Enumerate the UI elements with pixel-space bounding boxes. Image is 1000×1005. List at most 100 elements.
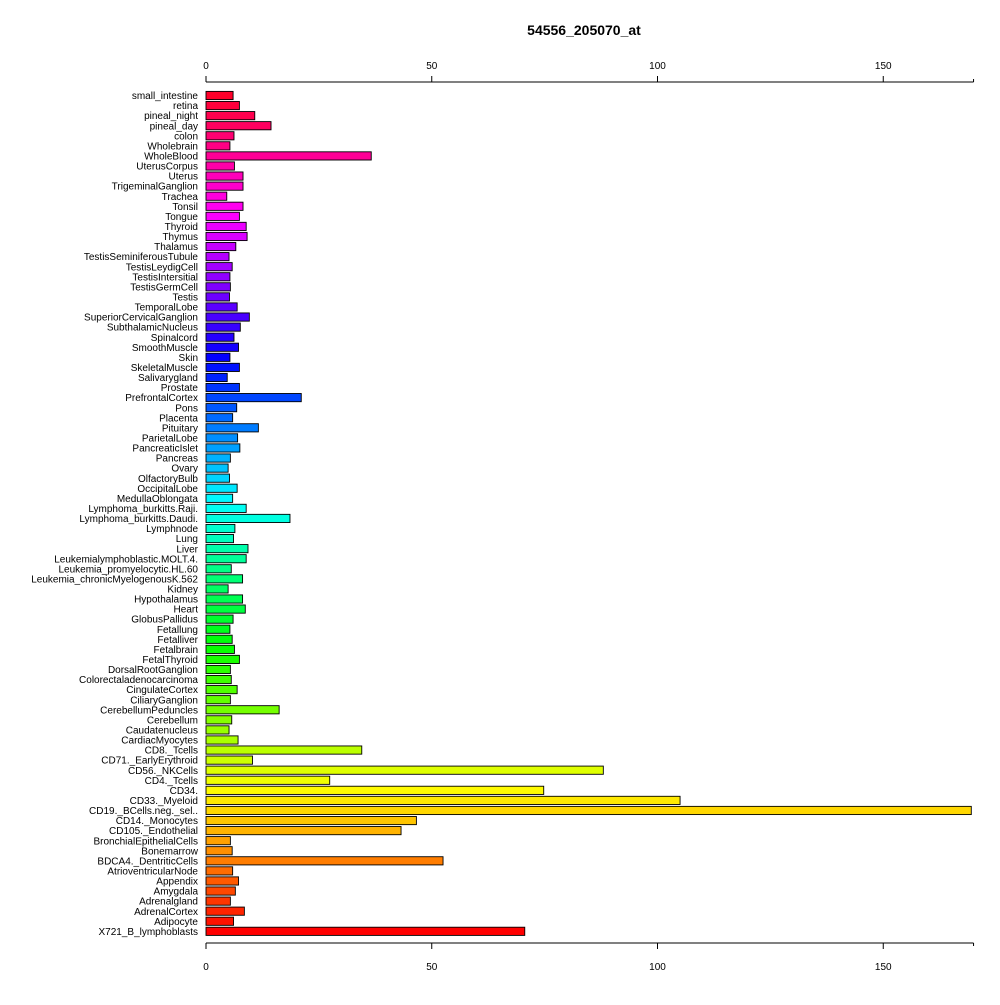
bar-Fetalbrain <box>205 644 235 654</box>
category-label-CiliaryGanglion: CiliaryGanglion <box>130 695 198 706</box>
bar-CD33._Myeloid <box>205 795 681 805</box>
category-label-OccipitalLobe: OccipitalLobe <box>137 484 198 495</box>
bar-TestisLeydigCell <box>205 262 233 272</box>
category-label-Tonsil: Tonsil <box>172 202 198 213</box>
bar-CardiacMyocytes <box>205 735 239 745</box>
bar-SkeletalMuscle <box>205 362 240 372</box>
category-label-TrigeminalGanglion: TrigeminalGanglion <box>112 182 198 193</box>
bar-Wholebrain <box>205 141 231 151</box>
bar-TestisIntersitial <box>205 272 231 282</box>
category-label-Adipocyte: Adipocyte <box>154 917 198 928</box>
category-label-Testis: Testis <box>172 293 198 304</box>
bar-MedullaOblongata <box>205 493 234 503</box>
category-label-Hypothalamus: Hypothalamus <box>134 595 198 606</box>
bar-CD56._NKCells <box>205 765 604 775</box>
bar-Pancreas <box>205 453 231 463</box>
bar-Tongue <box>205 211 240 221</box>
bar-CD71._EarlyErythroid <box>205 755 253 765</box>
category-label-Skin: Skin <box>179 353 198 364</box>
bar-WholeBlood <box>205 151 372 161</box>
category-label-TestisSeminiferousTubule: TestisSeminiferousTubule <box>84 252 199 263</box>
bars-group <box>205 90 972 936</box>
category-label-TestisGermCell: TestisGermCell <box>130 282 198 293</box>
bar-Bonemarrow <box>205 846 233 856</box>
bar-Leukemia_promyelocytic.HL.60 <box>205 564 232 574</box>
tick-label-bottom-150: 150 <box>875 962 892 973</box>
category-label-small_intestine: small_intestine <box>132 91 199 102</box>
category-label-Kidney: Kidney <box>167 585 198 596</box>
category-label-X721_B_lymphoblasts: X721_B_lymphoblasts <box>98 927 198 938</box>
category-label-Fetalliver: Fetalliver <box>157 635 198 646</box>
category-label-UterusCorpus: UterusCorpus <box>136 162 198 173</box>
bar-PancreaticIslet <box>205 443 241 453</box>
category-label-Cerebellum: Cerebellum <box>147 715 198 726</box>
category-label-MedullaOblongata: MedullaOblongata <box>117 494 199 505</box>
bar-Tonsil <box>205 201 244 211</box>
bar-Trachea <box>205 191 228 201</box>
bar-TestisSeminiferousTubule <box>205 252 230 262</box>
category-label-colon: colon <box>174 131 198 142</box>
bar-Spinalcord <box>205 332 235 342</box>
category-label-Salivarygland: Salivarygland <box>138 373 198 384</box>
category-label-Bonemarrow: Bonemarrow <box>141 846 198 857</box>
x-axis-bottom: 0 50 100 150 <box>203 942 975 973</box>
category-label-Lymphnode: Lymphnode <box>146 524 198 535</box>
bar-Thymus <box>205 231 248 242</box>
bar-Placenta <box>205 413 234 423</box>
category-label-Fetalbrain: Fetalbrain <box>154 645 198 656</box>
bar-SmoothMuscle <box>205 342 239 352</box>
category-label-Pancreas: Pancreas <box>156 454 198 465</box>
category-label-Ovary: Ovary <box>171 464 198 475</box>
category-label-Liver: Liver <box>176 544 198 555</box>
bar-CD34. <box>205 785 545 795</box>
bar-Prostate <box>205 382 240 393</box>
bar-Caudatenucleus <box>205 725 230 735</box>
bar-colon <box>205 131 235 141</box>
bar-AdrenalCortex <box>205 906 245 916</box>
category-label-Trachea: Trachea <box>162 192 199 203</box>
bar-FetalThyroid <box>205 654 240 664</box>
category-label-CD71._EarlyErythroid: CD71._EarlyErythroid <box>101 756 198 767</box>
category-label-FetalThyroid: FetalThyroid <box>142 655 198 666</box>
category-label-PancreaticIslet: PancreaticIslet <box>132 444 198 455</box>
bar-Lymphoma_burkitts.Raji. <box>205 503 247 513</box>
category-label-Prostate: Prostate <box>161 383 199 394</box>
bar-CD4._Tcells <box>205 775 331 785</box>
bar-Lymphnode <box>205 523 236 534</box>
bar-Heart <box>205 604 246 614</box>
category-label-Colorectaladenocarcinoma: Colorectaladenocarcinoma <box>79 675 198 686</box>
bar-CD14._Monocytes <box>205 815 417 826</box>
category-label-Lung: Lung <box>176 534 198 545</box>
bar-Uterus <box>205 171 244 181</box>
bar-OccipitalLobe <box>205 483 238 493</box>
bar-Thalamus <box>205 241 237 252</box>
category-label-BDCA4._DentriticCells: BDCA4._DentriticCells <box>97 856 198 867</box>
bar-CiliaryGanglion <box>205 695 231 705</box>
category-label-Placenta: Placenta <box>159 413 198 424</box>
category-label-Pons: Pons <box>175 403 198 414</box>
category-label-retina: retina <box>173 101 198 112</box>
category-label-Heart: Heart <box>174 605 199 616</box>
category-label-pineal_night: pineal_night <box>144 111 198 122</box>
bar-Pons <box>205 403 238 413</box>
bar-Hypothalamus <box>205 594 244 604</box>
category-label-CD105._Endothelial: CD105._Endothelial <box>109 826 198 837</box>
bar-X721_B_lymphoblasts <box>205 926 526 936</box>
tick-label-bottom-50: 50 <box>426 962 438 973</box>
bar-UterusCorpus <box>205 161 235 171</box>
category-label-ParietalLobe: ParietalLobe <box>142 433 199 444</box>
category-label-PrefrontalCortex: PrefrontalCortex <box>125 393 198 404</box>
bar-BronchialEpithelialCells <box>205 836 231 846</box>
tick-label-top-100: 100 <box>649 61 666 72</box>
category-label-AdrenalCortex: AdrenalCortex <box>134 907 198 918</box>
tick-label-top-150: 150 <box>875 61 892 72</box>
category-label-CD56._NKCells: CD56._NKCells <box>128 766 198 777</box>
category-label-SuperiorCervicalGanglion: SuperiorCervicalGanglion <box>84 313 198 324</box>
category-label-CardiacMyocytes: CardiacMyocytes <box>121 736 198 747</box>
category-label-Appendix: Appendix <box>156 877 198 888</box>
category-label-Thymus: Thymus <box>162 232 198 243</box>
bar-Amygdala <box>205 886 236 896</box>
category-label-OlfactoryBulb: OlfactoryBulb <box>138 474 198 485</box>
